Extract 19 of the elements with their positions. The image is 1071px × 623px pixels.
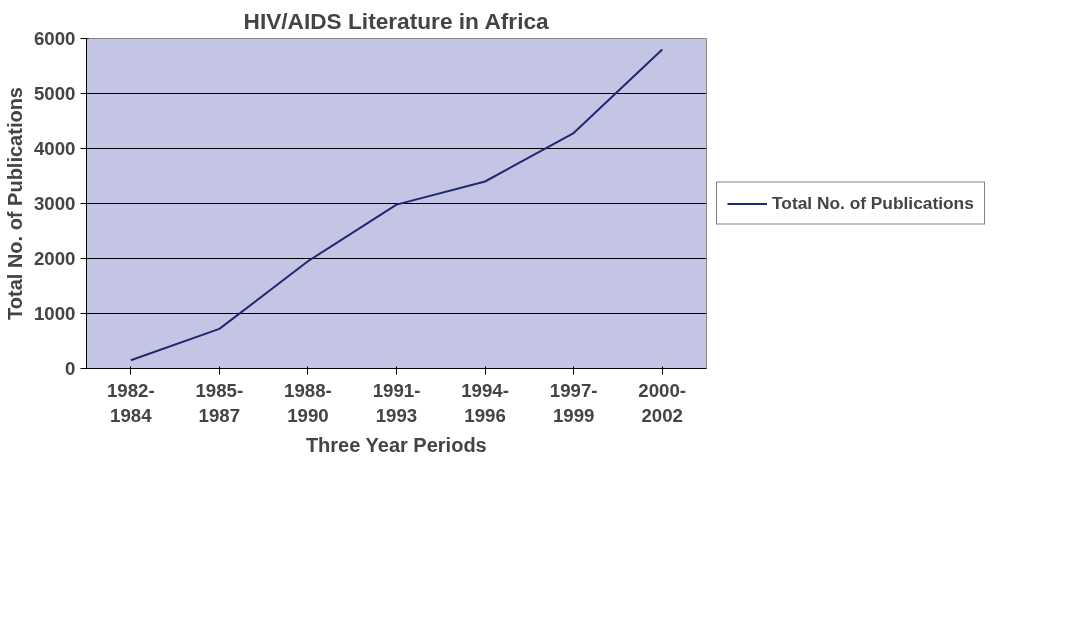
chart-title: HIV/AIDS Literature in Africa — [243, 7, 550, 34]
y-tick-label: 4000 — [34, 138, 76, 159]
x-tick-label: 1997- 1999 — [549, 379, 598, 426]
x-tick-label: 1991- 1993 — [372, 379, 421, 426]
x-axis-title: Three Year Periods — [305, 433, 487, 456]
y-tick-label: 6000 — [34, 28, 76, 49]
x-tick-label: 1985- 1987 — [195, 379, 244, 426]
y-tick-label: 2000 — [34, 248, 76, 269]
y-axis-title: Total No. of Publications — [4, 87, 26, 320]
y-tick-label: 3000 — [34, 193, 76, 214]
x-tick-label: 1988- 1990 — [284, 379, 332, 426]
x-tick-label: 1982- 1984 — [106, 379, 155, 426]
x-tick-label: 1994- 1996 — [461, 379, 509, 426]
x-tick-label: 2000- 2002 — [638, 379, 687, 426]
y-tick-label: 0 — [65, 358, 76, 379]
line-series — [129, 48, 664, 362]
legend-label: Total No. of Publications — [772, 192, 974, 214]
y-tick-label: 5000 — [34, 83, 76, 104]
y-tick-label: 1000 — [34, 303, 76, 324]
